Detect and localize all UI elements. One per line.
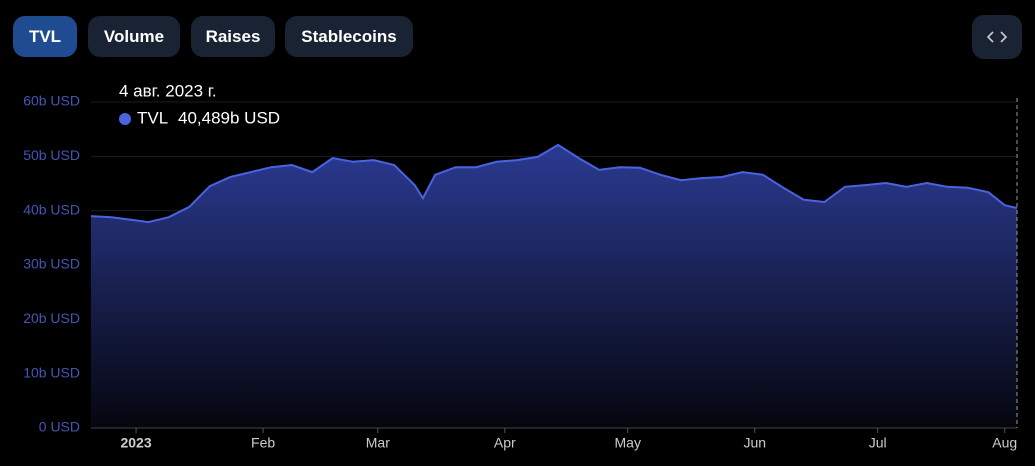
watermark-logo [467, 244, 507, 290]
x-tick-label: Jun [743, 435, 766, 451]
y-tick-label: 30b USD [23, 256, 80, 272]
tooltip-value: 40,489b USD [178, 108, 280, 127]
embed-icon [986, 31, 1008, 43]
tab[interactable]: TVL [13, 16, 77, 57]
area [91, 144, 1017, 428]
y-tick-label: 20b USD [23, 310, 80, 326]
tooltip-date: 4 авг. 2023 г. [119, 81, 217, 100]
tab[interactable]: Volume [88, 16, 180, 57]
y-tick-label: 50b USD [23, 147, 80, 163]
line [90, 143, 1018, 224]
x-tick-label: Apr [494, 435, 516, 451]
embed-button[interactable] [972, 15, 1022, 59]
x-tick-label: Jul [869, 435, 887, 451]
x-tick-label: 2023 [120, 435, 151, 451]
y-tick-label: 40b USD [23, 201, 80, 217]
y-tick-label: 10b USD [23, 364, 80, 380]
watermark: DefiLlama [517, 259, 594, 276]
tab[interactable]: Stablecoins [285, 16, 413, 57]
y-tick-label: 0 USD [39, 419, 80, 435]
tooltip-marker [119, 113, 131, 125]
tab[interactable]: Raises [191, 16, 275, 57]
tooltip-series: TVL [137, 108, 168, 127]
x-tick-label: Feb [251, 435, 275, 451]
x-tick-label: Mar [366, 435, 390, 451]
x-tick-label: May [615, 435, 641, 451]
x-tick-label: Aug [992, 435, 1017, 451]
y-tick-label: 60b USD [23, 93, 80, 109]
